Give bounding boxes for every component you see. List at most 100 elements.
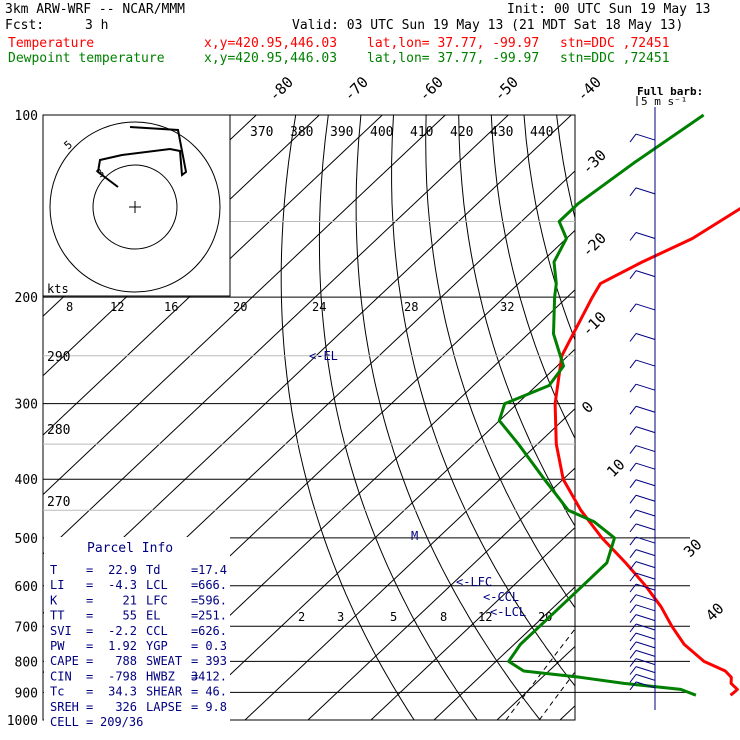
dew-xy: x,y=420.95,446.03 — [204, 51, 338, 66]
forecast-label: Fcst: — [5, 18, 45, 33]
parcel-eq: = — [191, 639, 198, 653]
wind-barb — [635, 641, 656, 649]
parcel-key: CELL — [50, 715, 79, 729]
wind-barb-flag — [629, 632, 637, 642]
wind-barb — [635, 614, 656, 622]
wind-barb — [635, 604, 656, 612]
parcel-eq: = — [86, 578, 93, 592]
forecast-hours: 3 h — [85, 18, 109, 33]
mixing-ratio-label: 2 — [298, 610, 305, 624]
parcel-key: TT — [50, 609, 64, 623]
isotherm-line — [370, 526, 575, 720]
parcel-key: T — [50, 563, 57, 577]
isotherm-line — [307, 467, 575, 720]
barb-key-value: 5 m s⁻¹ — [641, 95, 687, 108]
wind-barb — [635, 572, 656, 580]
parcel-eq: = — [86, 639, 93, 653]
parcel-eq: = — [86, 563, 93, 577]
parcel-key: EL — [146, 609, 160, 623]
parcel-value: 21 — [123, 593, 137, 607]
parcel-value: 626. — [198, 624, 227, 638]
dew-latlon: lat,lon= 37.77, -99.97 — [367, 51, 540, 66]
temperature-tick-label: 0 — [578, 398, 597, 417]
dry-adiabat-line — [687, 115, 740, 720]
theta-label: 430 — [490, 125, 513, 140]
parcel-value: 34.3 — [108, 685, 137, 699]
wind-barbs — [629, 107, 656, 710]
wind-barb — [635, 270, 656, 278]
parcel-value: -2.2 — [108, 624, 137, 638]
wind-barb-flag — [629, 650, 637, 659]
wind-barb-flag — [629, 583, 637, 593]
temperature-tick-label: -60 — [415, 73, 447, 105]
wind-barb — [635, 462, 656, 470]
parcel-eq: = — [86, 715, 93, 729]
parcel-key: LCL — [146, 578, 168, 592]
wind-barb — [635, 561, 656, 569]
pressure-tick-label: 800 — [15, 655, 38, 670]
parcel-key: K — [50, 593, 58, 607]
parcel-eq: = — [86, 685, 93, 699]
parcel-key: CAPE — [50, 654, 79, 668]
theta-label: 370 — [250, 125, 273, 140]
dry-adiabat-line — [556, 115, 575, 220]
parcel-value: 9.8 — [205, 700, 227, 714]
parcel-eq: = — [191, 563, 198, 577]
mixing-ratio-line — [716, 479, 740, 720]
thetae-label: 290 — [47, 350, 70, 365]
parcel-eq: = — [86, 700, 93, 714]
parcel-key: YGP — [146, 639, 168, 653]
legend-dewpoint: Dewpoint temperature — [8, 51, 165, 66]
dry-adiabat-line — [622, 115, 740, 720]
parcel-eq: = — [86, 669, 93, 683]
dry-adiabat-line — [589, 115, 740, 720]
wind-barb-flag — [629, 426, 637, 435]
wind-barb-flag — [629, 383, 637, 393]
parcel-value: 666. — [198, 578, 227, 592]
isotherm-line — [181, 348, 575, 720]
hodo-speed-label: 8 — [66, 300, 73, 314]
valid-time: Valid: 03 UTC Sun 19 May 13 (21 MDT Sat … — [292, 18, 684, 33]
parcel-value: -798 — [108, 669, 137, 683]
parcel-value: 788 — [115, 654, 137, 668]
parcel-eq: = — [86, 593, 93, 607]
parcel-value: 251. — [198, 609, 227, 623]
parcel-key: CCL — [146, 624, 168, 638]
dry-adiabat-line — [425, 115, 575, 609]
parcel-value: 55 — [123, 609, 137, 623]
parcel-title: Parcel Info — [87, 541, 173, 556]
isotherm-line — [559, 705, 575, 720]
wind-barb — [635, 359, 656, 367]
wind-barb-flag — [629, 658, 637, 667]
wind-barb-flag — [629, 333, 637, 342]
temp-station: stn=DDC ,72451 — [560, 36, 670, 51]
temperature-tick-label: -30 — [578, 146, 610, 178]
wind-barb-flag — [629, 623, 637, 633]
wind-barb-flag — [629, 479, 637, 489]
theta-label: 420 — [450, 125, 473, 140]
dry-adiabat-line — [490, 115, 575, 440]
wind-barb-flag — [629, 681, 637, 691]
wind-barb-flag — [629, 462, 637, 472]
isotherm-line — [43, 115, 572, 615]
mixing-ratio-line — [505, 628, 575, 720]
wind-barb-flag — [629, 270, 637, 279]
theta-label: 440 — [530, 125, 553, 140]
parcel-key: LFC — [146, 593, 168, 607]
level-marker: <-EL — [309, 349, 338, 363]
pressure-tick-label: 400 — [15, 473, 38, 488]
barb-key-title: Full barb: — [637, 85, 703, 98]
parcel-eq: = — [191, 593, 198, 607]
hodograph-units: kts — [47, 282, 69, 296]
wind-barb — [635, 303, 656, 311]
parcel-value: 3412. — [191, 669, 227, 683]
wind-barb — [635, 383, 656, 391]
temperature-tick-label: -20 — [578, 229, 610, 261]
parcel-value: 393 — [205, 654, 227, 668]
init-time: Init: 00 UTC Sun 19 May 13 — [507, 2, 711, 17]
dry-adiabat-line — [280, 115, 415, 720]
parcel-key: CIN — [50, 669, 72, 683]
temperature-line — [553, 206, 740, 697]
